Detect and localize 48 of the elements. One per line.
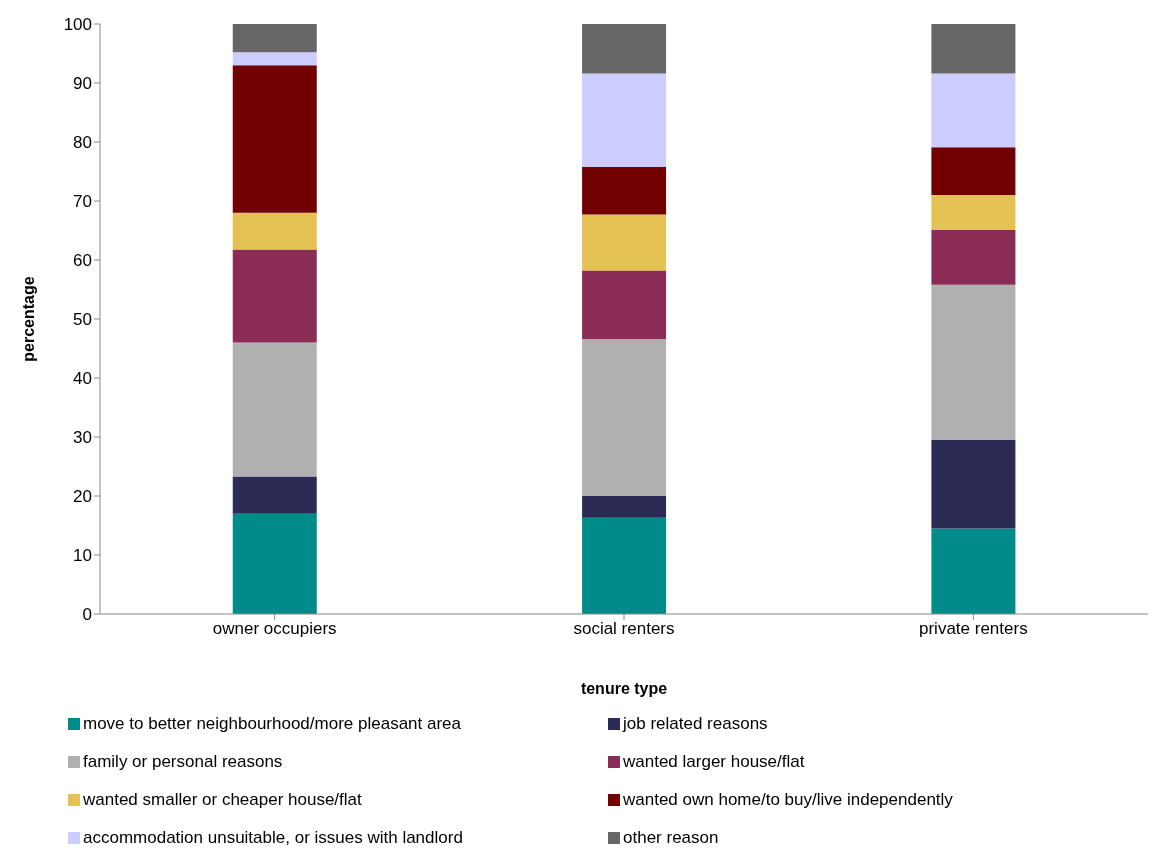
legend-label: move to better neighbourhood/more pleasant area bbox=[83, 714, 462, 734]
bar bbox=[931, 24, 1016, 74]
bar bbox=[931, 229, 1016, 285]
bar bbox=[232, 65, 317, 213]
bar bbox=[582, 214, 667, 271]
bar bbox=[582, 73, 667, 167]
x-axis-title: tenure type bbox=[580, 680, 668, 697]
x-tick-label: social renters bbox=[573, 619, 675, 639]
legend-label: wanted larger house/flat bbox=[623, 752, 805, 772]
legend-label: other reason bbox=[623, 828, 719, 848]
bar bbox=[582, 339, 667, 496]
y-tick-label: 10 bbox=[73, 546, 92, 566]
bar bbox=[931, 439, 1016, 529]
bar bbox=[582, 496, 667, 518]
bar bbox=[582, 166, 667, 215]
legend-label: wanted own home/to buy/live independently bbox=[623, 790, 953, 810]
bar bbox=[232, 249, 317, 343]
x-tick-label: private renters bbox=[919, 619, 1028, 639]
y-tick-label: 20 bbox=[73, 487, 92, 507]
bar bbox=[232, 24, 317, 53]
bar bbox=[232, 513, 317, 614]
bar bbox=[232, 52, 317, 66]
y-tick-label: 90 bbox=[73, 74, 92, 94]
y-tick-label: 60 bbox=[73, 251, 92, 271]
bar bbox=[232, 212, 317, 250]
legend-label: job related reasons bbox=[623, 714, 768, 734]
y-tick-label: 50 bbox=[73, 310, 92, 330]
x-tick-label: owner occupiers bbox=[212, 619, 337, 639]
y-tick-label: 30 bbox=[73, 428, 92, 448]
y-tick-label: 0 bbox=[82, 605, 92, 625]
y-tick-label: 40 bbox=[73, 369, 92, 389]
bar bbox=[232, 476, 317, 514]
bar bbox=[232, 342, 317, 477]
y-tick-label: 80 bbox=[73, 133, 92, 153]
bar bbox=[931, 284, 1016, 440]
y-axis-title: percentage bbox=[19, 276, 37, 362]
y-tick-label: 100 bbox=[63, 15, 92, 35]
legend-label: family or personal reasons bbox=[83, 752, 283, 772]
bar bbox=[582, 24, 667, 74]
bar bbox=[582, 270, 667, 340]
legend-label: accommodation unsuitable, or issues with landlord bbox=[83, 828, 463, 848]
bar bbox=[931, 528, 1016, 614]
bar bbox=[931, 73, 1016, 148]
bar bbox=[931, 195, 1016, 230]
legend-label: wanted smaller or cheaper house/flat bbox=[83, 790, 362, 810]
bar bbox=[931, 147, 1016, 196]
y-tick-label: 70 bbox=[73, 192, 92, 212]
bar bbox=[582, 517, 667, 614]
